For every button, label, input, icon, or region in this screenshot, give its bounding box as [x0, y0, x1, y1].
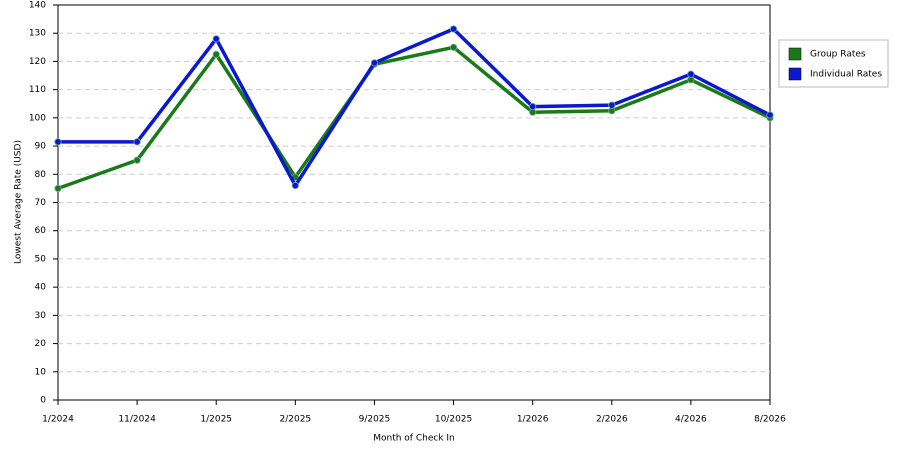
data-point	[133, 156, 141, 164]
y-tick-label: 0	[40, 396, 46, 406]
data-point	[212, 50, 220, 58]
data-point	[133, 138, 141, 146]
x-tick-label: 1/2024	[42, 415, 74, 425]
y-tick-label: 20	[35, 339, 47, 349]
y-axis-label: Lowest Average Rate (USD)	[14, 140, 24, 264]
y-tick-label: 100	[29, 113, 46, 123]
data-point	[449, 25, 458, 33]
series-line	[57, 45, 771, 191]
x-tick-label: 1/2025	[200, 415, 232, 425]
data-point	[370, 59, 379, 67]
legend-swatch	[788, 67, 802, 81]
data-point	[449, 43, 458, 51]
y-tick-label: 60	[35, 226, 47, 236]
y-tick-label: 90	[35, 142, 47, 152]
data-point	[687, 70, 695, 78]
data-point	[291, 181, 299, 190]
data-point	[608, 101, 616, 109]
data-point	[54, 138, 62, 146]
y-tick-label: 30	[35, 311, 47, 321]
data-point	[766, 111, 774, 119]
x-tick-label: 1/2026	[517, 415, 549, 425]
x-tick-label: 2/2025	[279, 415, 311, 425]
x-tick-label: 2/2026	[596, 415, 628, 425]
data-point	[212, 35, 220, 43]
x-axis-label: Month of Check In	[373, 434, 455, 444]
x-tick-label: 4/2026	[675, 415, 707, 425]
y-tick-label: 130	[29, 29, 46, 39]
y-tick-label: 110	[29, 85, 46, 95]
y-tick-label: 70	[35, 198, 47, 208]
legend-label: Individual Rates	[810, 70, 882, 80]
y-tick-label: 10	[35, 367, 47, 377]
y-tick-label: 140	[29, 1, 46, 11]
series-line	[58, 27, 771, 188]
data-point	[54, 184, 62, 192]
y-tick-label: 120	[29, 57, 46, 67]
data-point	[529, 102, 537, 111]
y-tick-label: 40	[35, 283, 47, 293]
legend-label: Group Rates	[810, 50, 866, 60]
x-tick-label: 11/2024	[118, 415, 156, 425]
x-tick-label: 9/2025	[359, 415, 391, 425]
y-tick-label: 50	[35, 254, 47, 264]
x-tick-label: 10/2025	[435, 415, 472, 425]
y-tick-label: 80	[35, 170, 47, 180]
x-tick-label: 8/2026	[754, 415, 786, 425]
legend-swatch	[788, 47, 802, 61]
